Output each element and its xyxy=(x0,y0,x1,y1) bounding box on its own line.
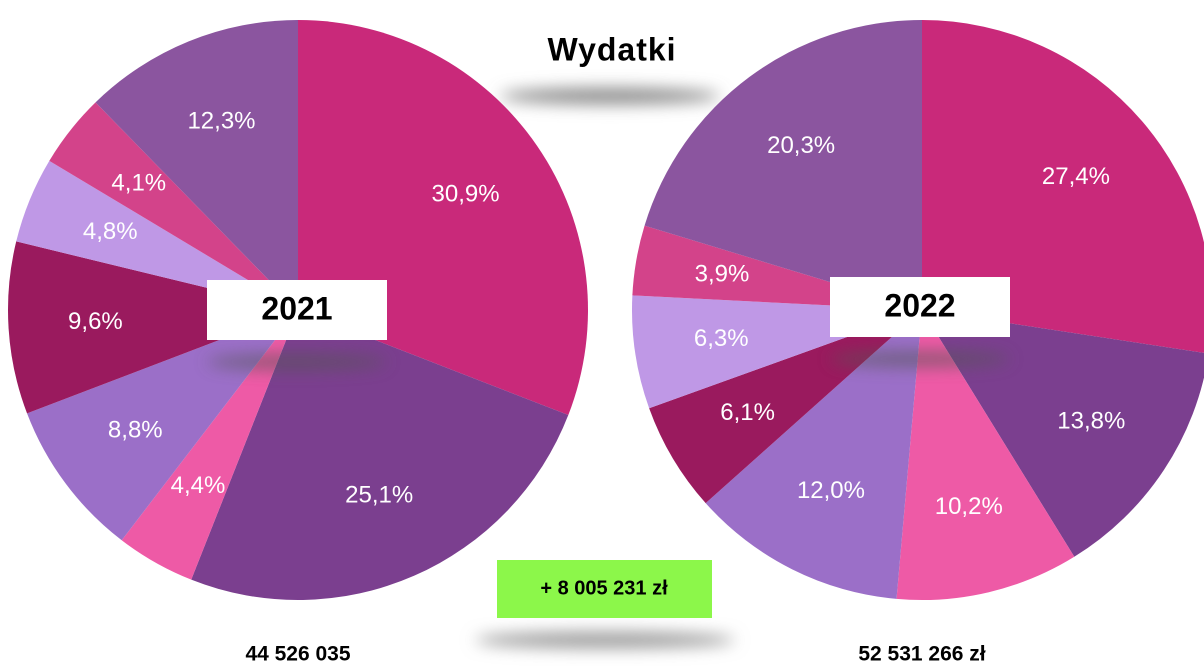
pie-total: 44 526 035 xyxy=(245,643,350,666)
difference: + 8 005 231 zł xyxy=(540,577,668,599)
slice-label: 20,3% xyxy=(767,132,835,159)
slice xyxy=(27,310,298,541)
slice-label: 3,9% xyxy=(695,260,750,287)
pies: 30,9% 25,1% 4,4% 8,8% 9,6% 4,8% 4,1% 12,3% 2021 2… xyxy=(7,20,1204,600)
slice-label: 6,3% xyxy=(694,325,749,352)
slice-label: 27,4% xyxy=(1042,163,1110,190)
slice-label: 13,8% xyxy=(1057,407,1125,434)
shadow xyxy=(500,88,720,104)
slice xyxy=(922,310,1204,557)
slice xyxy=(49,102,299,310)
chart-title: Wydatki xyxy=(547,31,676,67)
slice-label: 4,4% xyxy=(171,472,226,499)
slice-label: 30,9% xyxy=(432,181,500,208)
slice-label: 12,0% xyxy=(797,477,865,504)
slice-label: 25,1% xyxy=(345,481,413,508)
difference-box xyxy=(497,560,712,618)
slice xyxy=(121,310,298,580)
slice xyxy=(922,20,1204,353)
pie-title-box xyxy=(207,280,387,340)
slice xyxy=(705,310,922,599)
slice xyxy=(644,20,922,310)
slice xyxy=(95,20,298,310)
shadow xyxy=(475,632,735,648)
slice-label: 10,2% xyxy=(935,493,1003,520)
slice xyxy=(16,160,298,310)
shadow xyxy=(830,351,1010,367)
slice-label: 4,8% xyxy=(83,218,138,245)
slice xyxy=(191,310,569,600)
pie-title: 2021 xyxy=(261,290,332,326)
pie-total: 52 531 266 zł xyxy=(858,643,985,666)
slice-label: 9,6% xyxy=(68,308,123,335)
slice xyxy=(7,241,298,414)
pie-title-box xyxy=(830,277,1010,337)
slice-label: 8,8% xyxy=(108,417,163,444)
pie-title: 2022 xyxy=(884,287,955,323)
slice-label: 12,3% xyxy=(187,107,255,134)
slice xyxy=(896,310,1075,600)
slice-label: 4,1% xyxy=(111,169,166,196)
shadow xyxy=(207,354,387,370)
slice-label: 6,1% xyxy=(720,399,775,426)
